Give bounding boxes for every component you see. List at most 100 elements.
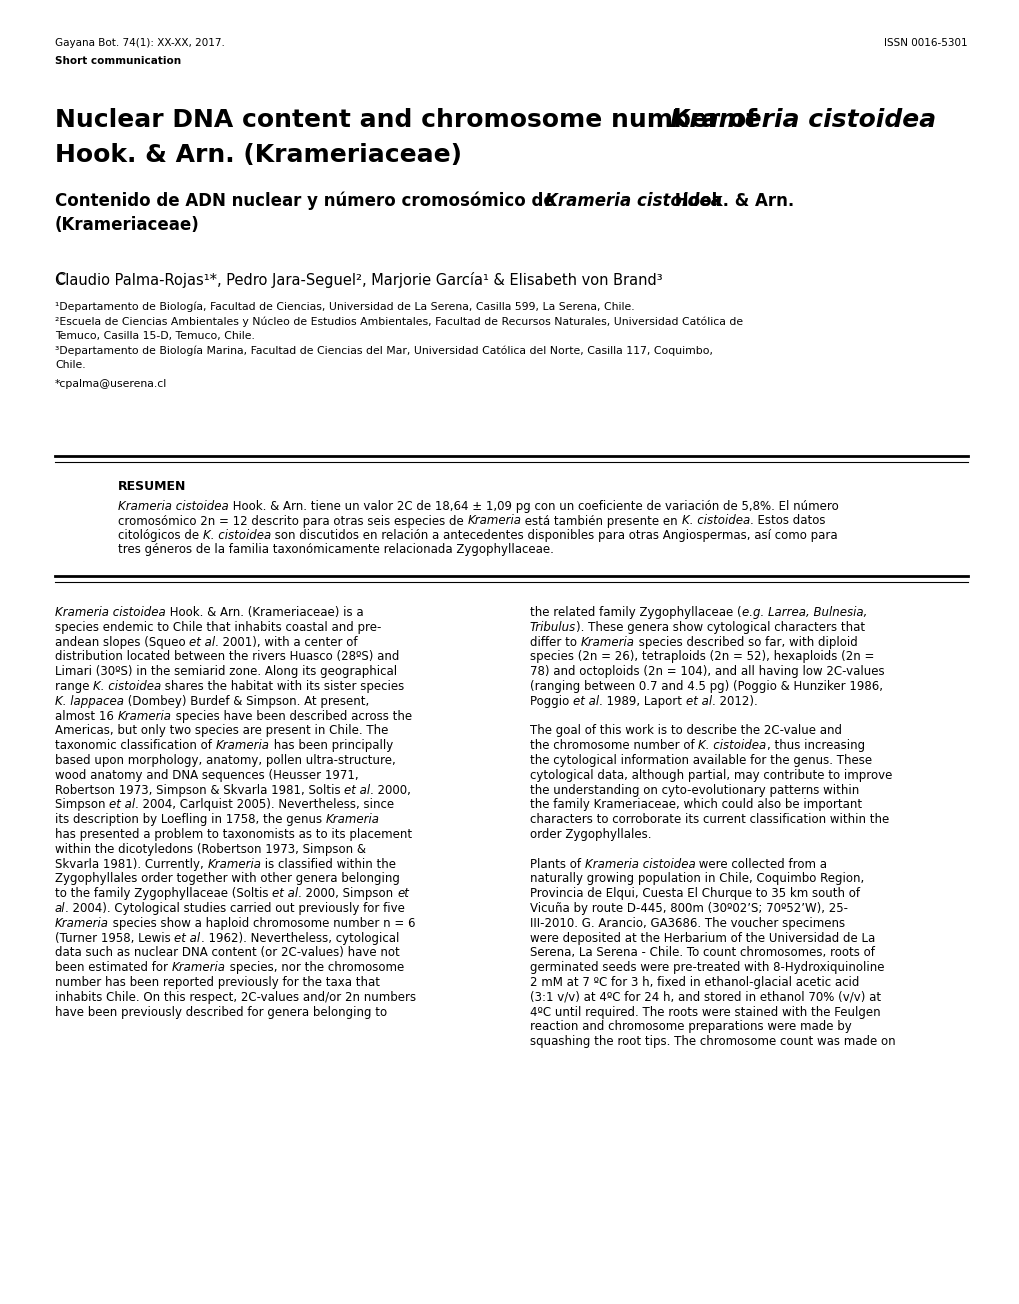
Text: ). These genera show cytological characters that: ). These genera show cytological charact… — [576, 621, 864, 634]
Text: . 2004, Carlquist 2005). Nevertheless, since: . 2004, Carlquist 2005). Nevertheless, s… — [136, 798, 394, 811]
Text: K. cistoidea: K. cistoidea — [698, 739, 766, 752]
Text: et al: et al — [573, 695, 598, 708]
Text: Skvarla 1981). Currently,: Skvarla 1981). Currently, — [55, 858, 207, 871]
Text: cromosómico 2n = 12 descrito para otras seis especies de: cromosómico 2n = 12 descrito para otras … — [118, 515, 467, 528]
Text: species endemic to Chile that inhabits coastal and pre-: species endemic to Chile that inhabits c… — [55, 621, 381, 634]
Text: Contenido de ADN nuclear y número cromosómico de: Contenido de ADN nuclear y número cromos… — [55, 192, 560, 210]
Text: data such as nuclear DNA content (or 2C-values) have not: data such as nuclear DNA content (or 2C-… — [55, 947, 399, 960]
Text: germinated seeds were pre-treated with 8-Hydroxiquinoline: germinated seeds were pre-treated with 8… — [530, 961, 883, 974]
Text: differ to: differ to — [530, 635, 580, 648]
Text: Krameria cistoidea: Krameria cistoidea — [669, 108, 935, 132]
Text: Krameria: Krameria — [215, 739, 269, 752]
Text: Claudio Palma-Rojas¹*, Pedro Jara-Seguel², Marjorie García¹ & Elisabeth von Bran: Claudio Palma-Rojas¹*, Pedro Jara-Seguel… — [55, 273, 662, 288]
Text: Krameria: Krameria — [171, 961, 225, 974]
Text: Temuco, Casilla 15-D, Temuco, Chile.: Temuco, Casilla 15-D, Temuco, Chile. — [55, 331, 255, 342]
Text: Chile.: Chile. — [55, 360, 86, 370]
Text: K. cistoidea: K. cistoidea — [203, 529, 271, 542]
Text: the understanding on cyto-evolutionary patterns within: the understanding on cyto-evolutionary p… — [530, 784, 858, 797]
Text: species have been described across the: species have been described across the — [171, 709, 412, 722]
Text: , thus increasing: , thus increasing — [766, 739, 864, 752]
Text: were deposited at the Herbarium of the Universidad de La: were deposited at the Herbarium of the U… — [530, 931, 874, 944]
Text: al: al — [55, 902, 65, 915]
Text: taxonomic classification of: taxonomic classification of — [55, 739, 215, 752]
Text: squashing the root tips. The chromosome count was made on: squashing the root tips. The chromosome … — [530, 1035, 895, 1048]
Text: . 2012).: . 2012). — [711, 695, 757, 708]
Text: reaction and chromosome preparations were made by: reaction and chromosome preparations wer… — [530, 1021, 851, 1033]
Text: Nuclear DNA content and chromosome number of: Nuclear DNA content and chromosome numbe… — [55, 108, 765, 132]
Text: Vicuña by route D-445, 800m (30º02’S; 70º52’W), 25-: Vicuña by route D-445, 800m (30º02’S; 70… — [530, 902, 847, 915]
Text: to the family Zygophyllaceae (Soltis: to the family Zygophyllaceae (Soltis — [55, 887, 272, 900]
Text: has presented a problem to taxonomists as to its placement: has presented a problem to taxonomists a… — [55, 828, 412, 841]
Text: Krameria: Krameria — [580, 635, 634, 648]
Text: has been principally: has been principally — [269, 739, 392, 752]
Text: (3:1 v/v) at 4ºC for 24 h, and stored in ethanol 70% (v/v) at: (3:1 v/v) at 4ºC for 24 h, and stored in… — [530, 991, 880, 1004]
Text: Americas, but only two species are present in Chile. The: Americas, but only two species are prese… — [55, 725, 388, 737]
Text: . 2001), with a center of: . 2001), with a center of — [215, 635, 358, 648]
Text: . 2000, Simpson: . 2000, Simpson — [299, 887, 396, 900]
Text: cytological data, although partial, may contribute to improve: cytological data, although partial, may … — [530, 769, 892, 782]
Text: et al: et al — [174, 931, 201, 944]
Text: Hook. & Arn. tiene un valor 2C de 18,64 ± 1,09 pg con un coeficiente de variació: Hook. & Arn. tiene un valor 2C de 18,64 … — [228, 499, 838, 512]
Text: C: C — [55, 273, 65, 287]
Text: Provincia de Elqui, Cuesta El Churque to 35 km south of: Provincia de Elqui, Cuesta El Churque to… — [530, 887, 859, 900]
Text: Krameria: Krameria — [325, 814, 379, 827]
Text: species show a haploid chromosome number n = 6: species show a haploid chromosome number… — [109, 917, 415, 930]
Text: shares the habitat with its sister species: shares the habitat with its sister speci… — [161, 679, 405, 692]
Text: the cytological information available for the genus. These: the cytological information available fo… — [530, 754, 871, 767]
Text: were collected from a: were collected from a — [695, 858, 826, 871]
Text: K. cistoidea: K. cistoidea — [93, 679, 161, 692]
Text: based upon morphology, anatomy, pollen ultra-structure,: based upon morphology, anatomy, pollen u… — [55, 754, 395, 767]
Text: . 2004). Cytological studies carried out previously for five: . 2004). Cytological studies carried out… — [65, 902, 405, 915]
Text: the related family Zygophyllaceae (: the related family Zygophyllaceae ( — [530, 606, 741, 619]
Text: Plants of: Plants of — [530, 858, 584, 871]
Text: ISSN 0016-5301: ISSN 0016-5301 — [883, 38, 967, 48]
Text: been estimated for: been estimated for — [55, 961, 171, 974]
Text: son discutidos en relación a antecedentes disponibles para otras Angiospermas, a: son discutidos en relación a antecedente… — [271, 529, 837, 542]
Text: Simpson: Simpson — [55, 798, 109, 811]
Text: (Krameriaceae): (Krameriaceae) — [55, 216, 200, 233]
Text: K. lappacea: K. lappacea — [55, 695, 124, 708]
Text: Krameria: Krameria — [117, 709, 171, 722]
Text: citológicos de: citológicos de — [118, 529, 203, 542]
Text: its description by Loefling in 1758, the genus: its description by Loefling in 1758, the… — [55, 814, 325, 827]
Text: species, nor the chromosome: species, nor the chromosome — [225, 961, 404, 974]
Text: et al: et al — [272, 887, 299, 900]
Text: (Dombey) Burdef & Simpson. At present,: (Dombey) Burdef & Simpson. At present, — [124, 695, 369, 708]
Text: Krameria cistoidea: Krameria cistoidea — [118, 499, 228, 512]
Text: species described so far, with diploid: species described so far, with diploid — [634, 635, 857, 648]
Text: . Estos datos: . Estos datos — [749, 515, 824, 528]
Text: the family Krameriaceae, which could also be important: the family Krameriaceae, which could als… — [530, 798, 861, 811]
Text: Krameria cistoidea: Krameria cistoidea — [55, 606, 166, 619]
Text: tres géneros de la familia taxonómicamente relacionada Zygophyllaceae.: tres géneros de la familia taxonómicamen… — [118, 544, 553, 557]
Text: order Zygophyllales.: order Zygophyllales. — [530, 828, 651, 841]
Text: et: et — [396, 887, 409, 900]
Text: (ranging between 0.7 and 4.5 pg) (Poggio & Hunziker 1986,: (ranging between 0.7 and 4.5 pg) (Poggio… — [530, 679, 882, 692]
Text: III-2010. G. Arancio, GA3686. The voucher specimens: III-2010. G. Arancio, GA3686. The vouche… — [530, 917, 845, 930]
Text: 2 mM at 7 ºC for 3 h, fixed in ethanol-glacial acetic acid: 2 mM at 7 ºC for 3 h, fixed in ethanol-g… — [530, 975, 859, 988]
Text: 4ºC until required. The roots were stained with the Feulgen: 4ºC until required. The roots were stain… — [530, 1005, 879, 1018]
Text: ²Escuela de Ciencias Ambientales y Núcleo de Estudios Ambientales, Facultad de R: ²Escuela de Ciencias Ambientales y Núcle… — [55, 317, 743, 327]
Text: naturally growing population in Chile, Coquimbo Region,: naturally growing population in Chile, C… — [530, 872, 863, 885]
Text: 78) and octoploids (2n = 104), and all having low 2C-values: 78) and octoploids (2n = 104), and all h… — [530, 665, 883, 678]
Text: Krameria cistoidea: Krameria cistoidea — [544, 192, 721, 210]
Text: RESUMEN: RESUMEN — [118, 480, 186, 493]
Text: characters to corroborate its current classification within the: characters to corroborate its current cl… — [530, 814, 889, 827]
Text: Serena, La Serena - Chile. To count chromosomes, roots of: Serena, La Serena - Chile. To count chro… — [530, 947, 874, 960]
Text: Tribulus: Tribulus — [530, 621, 576, 634]
Text: Zygophyllales order together with other genera belonging: Zygophyllales order together with other … — [55, 872, 399, 885]
Text: is classified within the: is classified within the — [261, 858, 396, 871]
Text: Robertson 1973, Simpson & Skvarla 1981, Soltis: Robertson 1973, Simpson & Skvarla 1981, … — [55, 784, 344, 797]
Text: species (2n = 26), tetraploids (2n = 52), hexaploids (2n =: species (2n = 26), tetraploids (2n = 52)… — [530, 651, 873, 664]
Text: Krameria: Krameria — [207, 858, 261, 871]
Text: está también presente en: está también presente en — [521, 515, 682, 528]
Text: e.g. Larrea, Bulnesia,: e.g. Larrea, Bulnesia, — [741, 606, 866, 619]
Text: number has been reported previously for the taxa that: number has been reported previously for … — [55, 975, 380, 988]
Text: Limari (30ºS) in the semiarid zone. Along its geographical: Limari (30ºS) in the semiarid zone. Alon… — [55, 665, 396, 678]
Text: almost 16: almost 16 — [55, 709, 117, 722]
Text: Poggio: Poggio — [530, 695, 573, 708]
Text: K. cistoidea: K. cistoidea — [682, 515, 749, 528]
Text: ¹Departamento de Biología, Facultad de Ciencias, Universidad de La Serena, Casil: ¹Departamento de Biología, Facultad de C… — [55, 303, 634, 313]
Text: distribution located between the rivers Huasco (28ºS) and: distribution located between the rivers … — [55, 651, 399, 664]
Text: Short communication: Short communication — [55, 56, 181, 67]
Text: et al: et al — [190, 635, 215, 648]
